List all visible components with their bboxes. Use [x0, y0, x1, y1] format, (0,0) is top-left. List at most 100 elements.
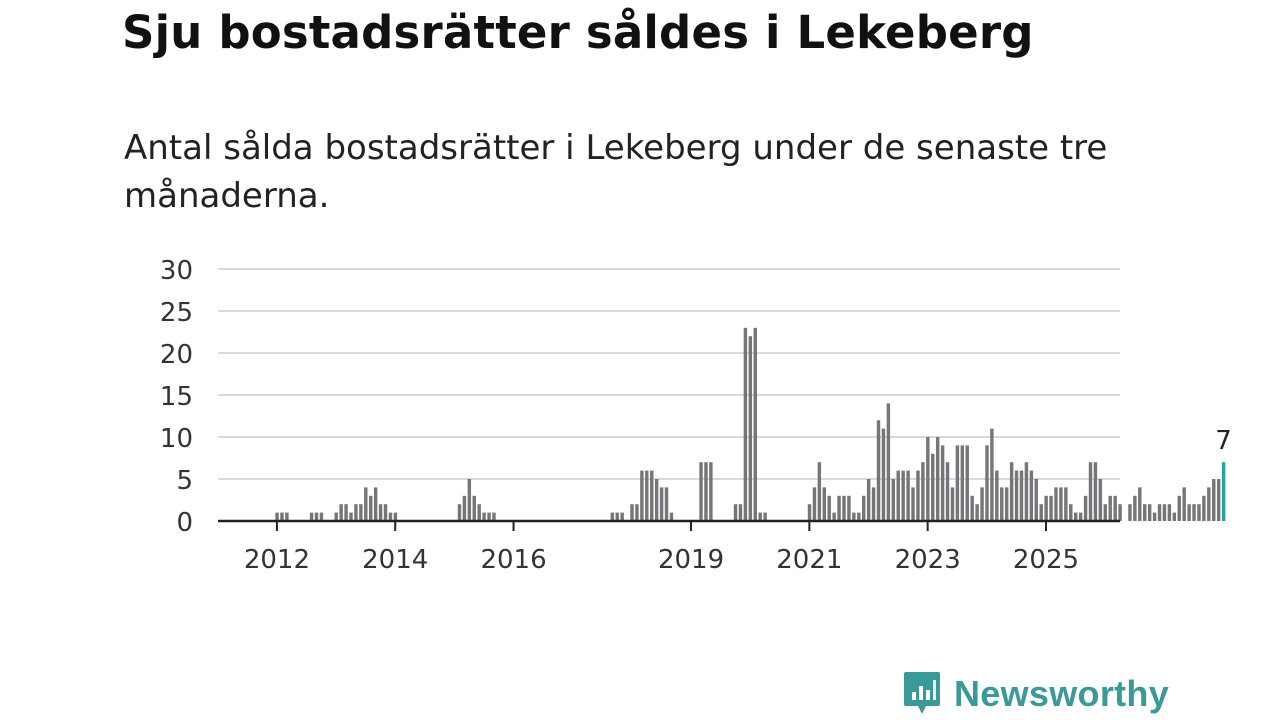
- y-tick-label: 30: [160, 256, 193, 286]
- bar: [1078, 512, 1083, 521]
- bar: [492, 512, 496, 521]
- bar: [921, 462, 925, 521]
- chart-title: Sju bostadsrätter såldes i Lekeberg: [122, 6, 1034, 59]
- bar: [876, 420, 881, 521]
- bar: [1004, 487, 1009, 521]
- y-tick-label: 25: [160, 298, 193, 328]
- bar: [975, 504, 979, 521]
- newsworthy-logo-icon: [904, 672, 940, 714]
- bar: [763, 512, 767, 521]
- bar: [817, 462, 822, 521]
- bar: [1147, 504, 1152, 521]
- bar: [1014, 470, 1019, 521]
- bar: [1049, 495, 1053, 521]
- bar: [314, 512, 319, 521]
- bar: [645, 470, 649, 521]
- bar: [650, 470, 654, 521]
- y-tick-label: 10: [160, 424, 193, 454]
- bar: [1064, 487, 1068, 521]
- bar: [635, 504, 639, 521]
- bar: [1207, 487, 1211, 521]
- bar: [871, 487, 876, 521]
- x-tick-label: 2023: [895, 545, 961, 575]
- bar: [339, 504, 343, 521]
- bar: [911, 487, 915, 521]
- bar: [857, 512, 861, 521]
- bar: [1138, 487, 1142, 521]
- bar: [354, 504, 358, 521]
- bar: [1069, 504, 1073, 521]
- x-tick-label: 2012: [244, 545, 310, 575]
- bar: [664, 487, 669, 521]
- bar: [931, 453, 935, 521]
- bar: [935, 437, 940, 521]
- bar: [1192, 504, 1196, 521]
- bar: [1167, 504, 1172, 521]
- y-tick-label: 5: [176, 466, 193, 496]
- y-tick-label: 20: [160, 340, 193, 370]
- newsworthy-logo[interactable]: Newsworthy: [902, 670, 1169, 718]
- bar: [812, 487, 817, 521]
- bar: [965, 445, 969, 521]
- bar: [1088, 462, 1093, 521]
- bar: [275, 512, 279, 521]
- bar: [847, 495, 851, 521]
- bar: [1054, 487, 1058, 521]
- bar: [457, 504, 462, 521]
- bar: [758, 512, 762, 521]
- bar: [615, 512, 619, 521]
- bar: [891, 479, 896, 521]
- bar: [640, 470, 644, 521]
- bar: [364, 487, 368, 521]
- bar: [699, 462, 703, 521]
- bar: [832, 512, 836, 521]
- bar: [1000, 487, 1004, 521]
- bar: [319, 512, 324, 521]
- bar: [970, 495, 974, 521]
- bar: [842, 495, 846, 521]
- bar: [477, 504, 481, 521]
- bar: [960, 445, 965, 521]
- bar: [940, 445, 945, 521]
- bar: [1187, 504, 1191, 521]
- bar: [852, 512, 856, 521]
- bar: [359, 504, 363, 521]
- bar: [862, 495, 866, 521]
- bar: [280, 512, 284, 521]
- bar: [309, 512, 314, 521]
- bar: [748, 336, 753, 521]
- bar: [467, 479, 472, 521]
- bar: [1202, 495, 1206, 521]
- bar: [896, 470, 900, 521]
- bar: [373, 487, 378, 521]
- bar: [881, 428, 886, 521]
- bar: [1083, 495, 1088, 521]
- bar: [1019, 470, 1024, 521]
- bar: [654, 479, 659, 521]
- chart-subtitle: Antal sålda bostadsrätter i Lekeberg und…: [124, 128, 1108, 216]
- bar: [1098, 479, 1103, 521]
- bar: [743, 327, 748, 521]
- bar: [1009, 462, 1014, 521]
- bar: [1157, 504, 1162, 521]
- bar: [1093, 462, 1098, 521]
- bar: [1182, 487, 1186, 521]
- bar: [349, 512, 353, 521]
- bar: [669, 512, 674, 521]
- bar: [344, 504, 348, 521]
- bar: [990, 428, 994, 521]
- bar: [733, 504, 738, 521]
- bar: [393, 512, 398, 521]
- bar: [1216, 479, 1221, 521]
- bar: [610, 512, 615, 521]
- bar: [1152, 512, 1157, 521]
- bar: [630, 504, 634, 521]
- bar-latest: [1221, 462, 1226, 521]
- bar: [388, 512, 393, 521]
- bar: [472, 495, 476, 521]
- bar: [462, 495, 467, 521]
- bar: [704, 462, 708, 521]
- bar: [1133, 495, 1137, 521]
- bar: [1118, 504, 1122, 521]
